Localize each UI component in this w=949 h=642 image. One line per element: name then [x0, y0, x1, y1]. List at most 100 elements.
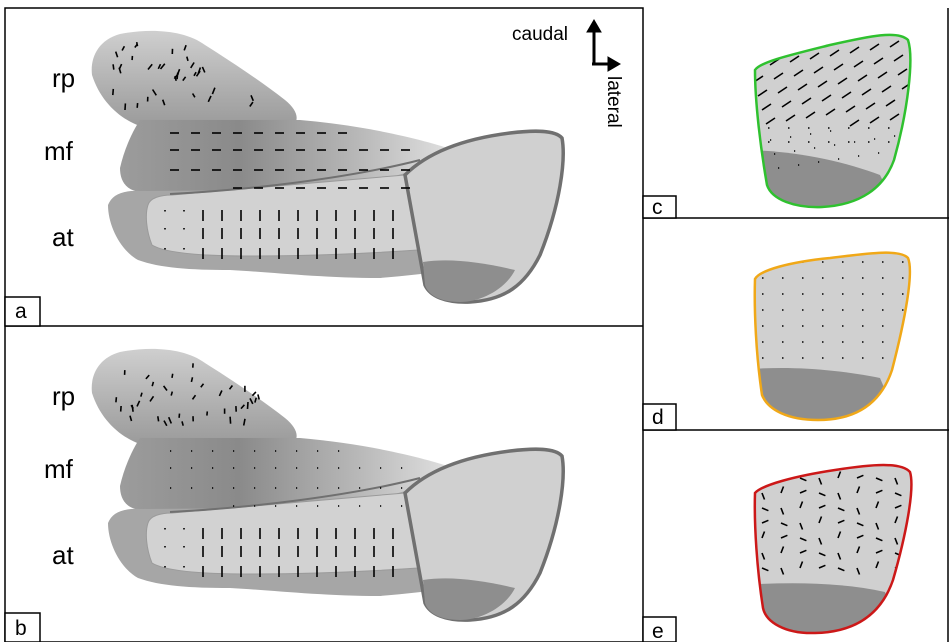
oriented-dash	[856, 474, 864, 479]
diagonal-dash	[777, 86, 788, 94]
lateral-lobe-shape	[403, 447, 565, 622]
diagonal-dash	[757, 89, 768, 97]
diagonal-dash	[801, 97, 812, 105]
panel-letter-a: a	[15, 300, 27, 323]
oriented-dash	[856, 534, 864, 539]
panel-letter-e: e	[652, 620, 664, 642]
rp-dash	[121, 45, 126, 51]
diagonal-dash	[861, 88, 872, 96]
oriented-dash	[894, 492, 902, 497]
oriented-dash	[837, 531, 842, 539]
rp-dash	[195, 70, 201, 77]
oriented-dash	[799, 537, 807, 542]
region-label-rp: rp	[52, 381, 75, 411]
rp-dash	[177, 68, 181, 74]
rp-dash	[151, 89, 157, 96]
rp-dash	[135, 41, 139, 47]
oriented-dash	[780, 534, 788, 539]
brain-region-b	[91, 348, 565, 622]
panel-letter-b: b	[15, 617, 27, 640]
oriented-dash	[761, 567, 769, 572]
oriented-dash	[799, 489, 807, 494]
rp-dash	[163, 420, 168, 427]
rp-dash	[136, 400, 141, 407]
oriented-dash	[799, 501, 804, 509]
rp-dash	[161, 99, 166, 106]
rp-dash-marks	[115, 363, 260, 427]
diagonal-dash	[785, 114, 796, 122]
rp-dash	[191, 394, 197, 400]
rp-dash	[118, 67, 122, 74]
oriented-dash	[837, 552, 842, 560]
region-label-at: at	[52, 540, 74, 570]
oriented-dash	[799, 561, 804, 569]
oriented-dash	[780, 486, 785, 494]
oriented-dash	[780, 546, 785, 554]
oriented-dash	[837, 519, 845, 524]
at-region-inner	[145, 492, 419, 575]
region-label-mf: mf	[44, 136, 74, 166]
diagonal-dash	[926, 94, 935, 100]
oriented-dash	[875, 522, 880, 530]
oriented-dash	[761, 471, 766, 479]
panel-letter-d: d	[652, 406, 664, 429]
oriented-dash	[837, 492, 842, 500]
rp-dash	[140, 392, 143, 397]
dot-marks	[762, 261, 904, 359]
diagonal-dash	[845, 105, 856, 113]
mf-region-shape	[120, 120, 460, 192]
oriented-dash	[818, 477, 823, 485]
rp-dash	[114, 51, 119, 58]
oriented-dash	[780, 474, 788, 479]
rp-dash	[200, 383, 205, 388]
diagonal-dash	[765, 117, 776, 125]
rp-dash	[229, 416, 232, 424]
diagonal-dash	[909, 110, 911, 118]
panel-b: rp mf at b	[4, 348, 565, 642]
lateral-arrow-icon	[592, 56, 621, 72]
mf-at-border	[169, 159, 421, 195]
rp-dash	[182, 76, 187, 82]
at-dash-marks	[164, 528, 394, 577]
oriented-dash	[894, 537, 899, 545]
oriented-dash	[875, 501, 880, 509]
region-label-at: at	[52, 222, 74, 252]
mf-region-shape	[120, 438, 460, 510]
diagonal-dash	[934, 122, 943, 128]
oriented-dash	[837, 507, 845, 512]
rp-dash	[115, 397, 118, 403]
panel-e: e	[642, 463, 913, 642]
oriented-dash	[780, 522, 788, 527]
rp-dash-marks	[112, 41, 255, 111]
oriented-dash	[818, 492, 826, 497]
diagonal-dash	[797, 83, 808, 91]
diagonal-dash	[869, 43, 880, 51]
oriented-dash	[837, 567, 845, 572]
oriented-dash	[837, 471, 842, 479]
rp-dash	[174, 75, 177, 82]
rp-dash	[171, 373, 174, 379]
diagonal-dash	[805, 111, 816, 119]
rp-dash	[118, 63, 123, 69]
rp-dash	[170, 391, 174, 396]
at-region-inner	[145, 174, 419, 257]
rp-dash	[186, 56, 189, 62]
rp-dash	[190, 377, 194, 383]
rp-dash	[151, 381, 155, 387]
rp-dash	[191, 93, 196, 98]
rp-dash	[250, 94, 255, 102]
panel-d: d	[642, 251, 912, 431]
oriented-dash	[875, 489, 883, 494]
diagonal-dash	[893, 54, 904, 62]
diagonal-dash	[889, 113, 900, 121]
oriented-dash	[818, 504, 826, 509]
rp-dash	[183, 44, 187, 51]
oriented-dash	[894, 477, 899, 485]
rp-dash	[251, 391, 257, 397]
oriented-dash	[856, 522, 864, 527]
lateral-lobe-dark	[423, 260, 515, 302]
lateral-label: lateral	[603, 76, 624, 128]
diagonal-dash	[789, 55, 800, 63]
caudal-label: caudal	[512, 24, 568, 45]
diagonal-dash	[761, 103, 772, 111]
